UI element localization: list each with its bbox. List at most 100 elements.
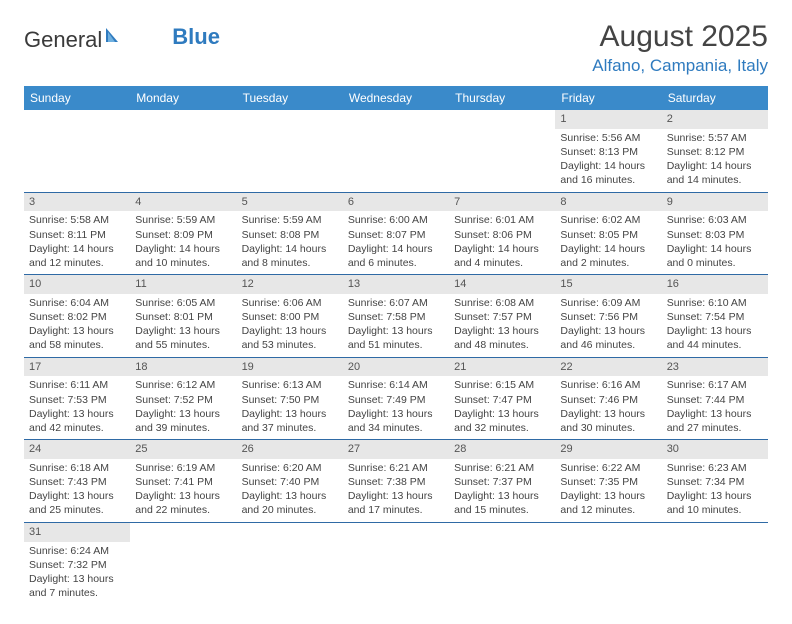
sunset-text: Sunset: 8:08 PM xyxy=(242,228,338,242)
col-header: Monday xyxy=(130,86,236,110)
sunrise-text: Sunrise: 6:24 AM xyxy=(29,544,125,558)
sunrise-text: Sunrise: 6:06 AM xyxy=(242,296,338,310)
sunrise-text: Sunrise: 6:12 AM xyxy=(135,378,231,392)
sunset-text: Sunset: 7:50 PM xyxy=(242,393,338,407)
daylight-text: Daylight: 13 hours and 42 minutes. xyxy=(29,407,125,435)
logo-text-blue: Blue xyxy=(172,24,220,50)
sunrise-text: Sunrise: 6:21 AM xyxy=(348,461,444,475)
logo-text-general: General xyxy=(24,27,102,53)
day-cell: 29Sunrise: 6:22 AMSunset: 7:35 PMDayligh… xyxy=(555,440,661,523)
sunset-text: Sunset: 8:05 PM xyxy=(560,228,656,242)
day-number: 15 xyxy=(555,275,661,294)
day-cell xyxy=(449,522,555,604)
day-body: Sunrise: 6:17 AMSunset: 7:44 PMDaylight:… xyxy=(662,376,768,439)
daylight-text: Daylight: 13 hours and 7 minutes. xyxy=(29,572,125,600)
day-cell xyxy=(130,110,236,192)
day-number: 23 xyxy=(662,358,768,377)
sunset-text: Sunset: 7:58 PM xyxy=(348,310,444,324)
day-cell: 5Sunrise: 5:59 AMSunset: 8:08 PMDaylight… xyxy=(237,192,343,275)
col-header: Wednesday xyxy=(343,86,449,110)
day-body: Sunrise: 6:18 AMSunset: 7:43 PMDaylight:… xyxy=(24,459,130,522)
day-body: Sunrise: 5:57 AMSunset: 8:12 PMDaylight:… xyxy=(662,129,768,192)
sunset-text: Sunset: 7:34 PM xyxy=(667,475,763,489)
day-number: 31 xyxy=(24,523,130,542)
day-body: Sunrise: 6:03 AMSunset: 8:03 PMDaylight:… xyxy=(662,211,768,274)
day-cell: 26Sunrise: 6:20 AMSunset: 7:40 PMDayligh… xyxy=(237,440,343,523)
sunrise-text: Sunrise: 6:10 AM xyxy=(667,296,763,310)
sunset-text: Sunset: 7:37 PM xyxy=(454,475,550,489)
sunset-text: Sunset: 7:47 PM xyxy=(454,393,550,407)
sunset-text: Sunset: 7:32 PM xyxy=(29,558,125,572)
day-cell: 7Sunrise: 6:01 AMSunset: 8:06 PMDaylight… xyxy=(449,192,555,275)
daylight-text: Daylight: 13 hours and 15 minutes. xyxy=(454,489,550,517)
sunrise-text: Sunrise: 6:16 AM xyxy=(560,378,656,392)
sunrise-text: Sunrise: 6:13 AM xyxy=(242,378,338,392)
daylight-text: Daylight: 13 hours and 48 minutes. xyxy=(454,324,550,352)
day-cell: 2Sunrise: 5:57 AMSunset: 8:12 PMDaylight… xyxy=(662,110,768,192)
daylight-text: Daylight: 13 hours and 53 minutes. xyxy=(242,324,338,352)
day-cell: 3Sunrise: 5:58 AMSunset: 8:11 PMDaylight… xyxy=(24,192,130,275)
day-cell: 25Sunrise: 6:19 AMSunset: 7:41 PMDayligh… xyxy=(130,440,236,523)
sunset-text: Sunset: 8:03 PM xyxy=(667,228,763,242)
sunrise-text: Sunrise: 6:05 AM xyxy=(135,296,231,310)
day-cell xyxy=(662,522,768,604)
day-cell: 10Sunrise: 6:04 AMSunset: 8:02 PMDayligh… xyxy=(24,275,130,358)
daylight-text: Daylight: 13 hours and 25 minutes. xyxy=(29,489,125,517)
day-number: 8 xyxy=(555,193,661,212)
sunset-text: Sunset: 7:41 PM xyxy=(135,475,231,489)
day-body: Sunrise: 6:07 AMSunset: 7:58 PMDaylight:… xyxy=(343,294,449,357)
day-cell: 13Sunrise: 6:07 AMSunset: 7:58 PMDayligh… xyxy=(343,275,449,358)
day-cell xyxy=(555,522,661,604)
sunset-text: Sunset: 7:35 PM xyxy=(560,475,656,489)
day-body: Sunrise: 6:11 AMSunset: 7:53 PMDaylight:… xyxy=(24,376,130,439)
week-row: 10Sunrise: 6:04 AMSunset: 8:02 PMDayligh… xyxy=(24,275,768,358)
day-number: 5 xyxy=(237,193,343,212)
header-row: Sunday Monday Tuesday Wednesday Thursday… xyxy=(24,86,768,110)
day-number: 20 xyxy=(343,358,449,377)
sunset-text: Sunset: 7:49 PM xyxy=(348,393,444,407)
sunrise-text: Sunrise: 6:07 AM xyxy=(348,296,444,310)
day-cell: 23Sunrise: 6:17 AMSunset: 7:44 PMDayligh… xyxy=(662,357,768,440)
day-cell: 31 Sunrise: 6:24 AMSunset: 7:32 PMDayligh… xyxy=(24,522,130,604)
location: Alfano, Campania, Italy xyxy=(592,56,768,76)
day-cell xyxy=(130,522,236,604)
day-body: Sunrise: 5:56 AMSunset: 8:13 PMDaylight:… xyxy=(555,129,661,192)
day-body: Sunrise: 6:21 AMSunset: 7:38 PMDaylight:… xyxy=(343,459,449,522)
sunrise-text: Sunrise: 6:20 AM xyxy=(242,461,338,475)
sunset-text: Sunset: 7:52 PM xyxy=(135,393,231,407)
day-cell: 19Sunrise: 6:13 AMSunset: 7:50 PMDayligh… xyxy=(237,357,343,440)
day-number: 26 xyxy=(237,440,343,459)
sunset-text: Sunset: 7:53 PM xyxy=(29,393,125,407)
day-number: 12 xyxy=(237,275,343,294)
day-number: 13 xyxy=(343,275,449,294)
day-cell xyxy=(237,522,343,604)
sunrise-text: Sunrise: 6:17 AM xyxy=(667,378,763,392)
day-body: Sunrise: 6:20 AMSunset: 7:40 PMDaylight:… xyxy=(237,459,343,522)
day-number: 4 xyxy=(130,193,236,212)
day-cell: 11Sunrise: 6:05 AMSunset: 8:01 PMDayligh… xyxy=(130,275,236,358)
day-number: 6 xyxy=(343,193,449,212)
daylight-text: Daylight: 14 hours and 2 minutes. xyxy=(560,242,656,270)
col-header: Saturday xyxy=(662,86,768,110)
day-body: Sunrise: 6:23 AMSunset: 7:34 PMDaylight:… xyxy=(662,459,768,522)
day-cell: 1Sunrise: 5:56 AMSunset: 8:13 PMDaylight… xyxy=(555,110,661,192)
day-number: 9 xyxy=(662,193,768,212)
day-cell: 24Sunrise: 6:18 AMSunset: 7:43 PMDayligh… xyxy=(24,440,130,523)
sunrise-text: Sunrise: 6:09 AM xyxy=(560,296,656,310)
sail-icon xyxy=(104,26,124,44)
daylight-text: Daylight: 13 hours and 37 minutes. xyxy=(242,407,338,435)
calendar-table: Sunday Monday Tuesday Wednesday Thursday… xyxy=(24,86,768,604)
day-body: Sunrise: 6:10 AMSunset: 7:54 PMDaylight:… xyxy=(662,294,768,357)
day-body: Sunrise: 6:13 AMSunset: 7:50 PMDaylight:… xyxy=(237,376,343,439)
col-header: Tuesday xyxy=(237,86,343,110)
daylight-text: Daylight: 14 hours and 12 minutes. xyxy=(29,242,125,270)
day-number: 27 xyxy=(343,440,449,459)
day-cell: 12Sunrise: 6:06 AMSunset: 8:00 PMDayligh… xyxy=(237,275,343,358)
day-body: Sunrise: 6:15 AMSunset: 7:47 PMDaylight:… xyxy=(449,376,555,439)
sunrise-text: Sunrise: 6:03 AM xyxy=(667,213,763,227)
daylight-text: Daylight: 14 hours and 16 minutes. xyxy=(560,159,656,187)
day-cell xyxy=(24,110,130,192)
sunrise-text: Sunrise: 5:59 AM xyxy=(242,213,338,227)
sunrise-text: Sunrise: 6:08 AM xyxy=(454,296,550,310)
col-header: Sunday xyxy=(24,86,130,110)
